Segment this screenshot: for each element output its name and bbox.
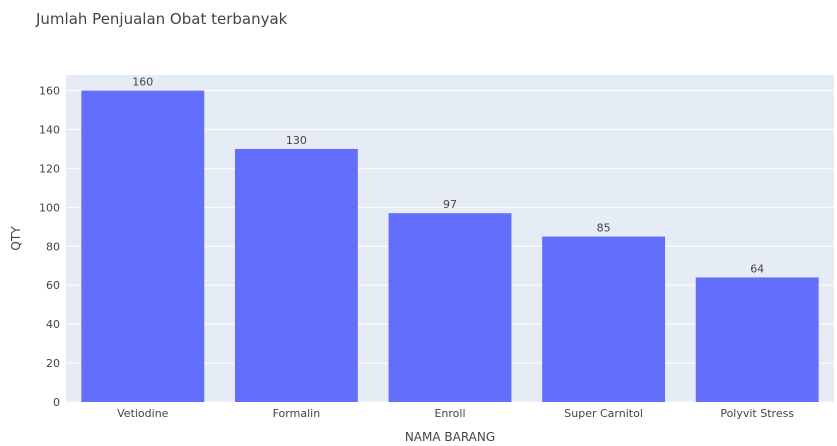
bar: [388, 213, 512, 402]
bar-value-label: 85: [597, 222, 611, 235]
y-tick-label: 80: [46, 240, 60, 253]
x-tick-label: Formalin: [273, 407, 321, 420]
x-axis-ticks: Vetiodine Formalin Enroll Super Carnitol Pol…: [117, 407, 794, 420]
y-tick-label: 60: [46, 279, 60, 292]
bar: [695, 277, 819, 402]
bar-value-label: 130: [286, 134, 307, 147]
bar: [542, 236, 666, 402]
y-tick-label: 160: [39, 85, 60, 98]
y-tick-label: 100: [39, 201, 60, 214]
bar: [234, 148, 358, 402]
y-tick-label: 40: [46, 318, 60, 331]
x-tick-label: Vetiodine: [117, 407, 169, 420]
x-tick-label: Enroll: [434, 407, 465, 420]
bar-value-label: 160: [132, 76, 153, 89]
y-tick-label: 0: [53, 396, 60, 409]
bar: [81, 90, 205, 403]
chart-title: Jumlah Penjualan Obat terbanyak: [36, 10, 288, 28]
y-axis-title: QTY: [9, 226, 23, 251]
y-tick-label: 120: [39, 162, 60, 175]
x-tick-label: Super Carnitol: [564, 407, 643, 420]
bar-value-label: 64: [750, 262, 764, 275]
data-labels: 160 130 97 85 64: [132, 76, 764, 276]
y-tick-label: 20: [46, 357, 60, 370]
y-tick-label: 140: [39, 124, 60, 137]
y-axis-ticks: 0 20 40 60 80 100 120 140 160: [39, 85, 60, 409]
bar-value-label: 97: [443, 198, 457, 211]
bars: [81, 90, 819, 403]
x-tick-label: Polyvit Stress: [720, 407, 794, 420]
x-axis-title: NAMA BARANG: [405, 430, 495, 444]
